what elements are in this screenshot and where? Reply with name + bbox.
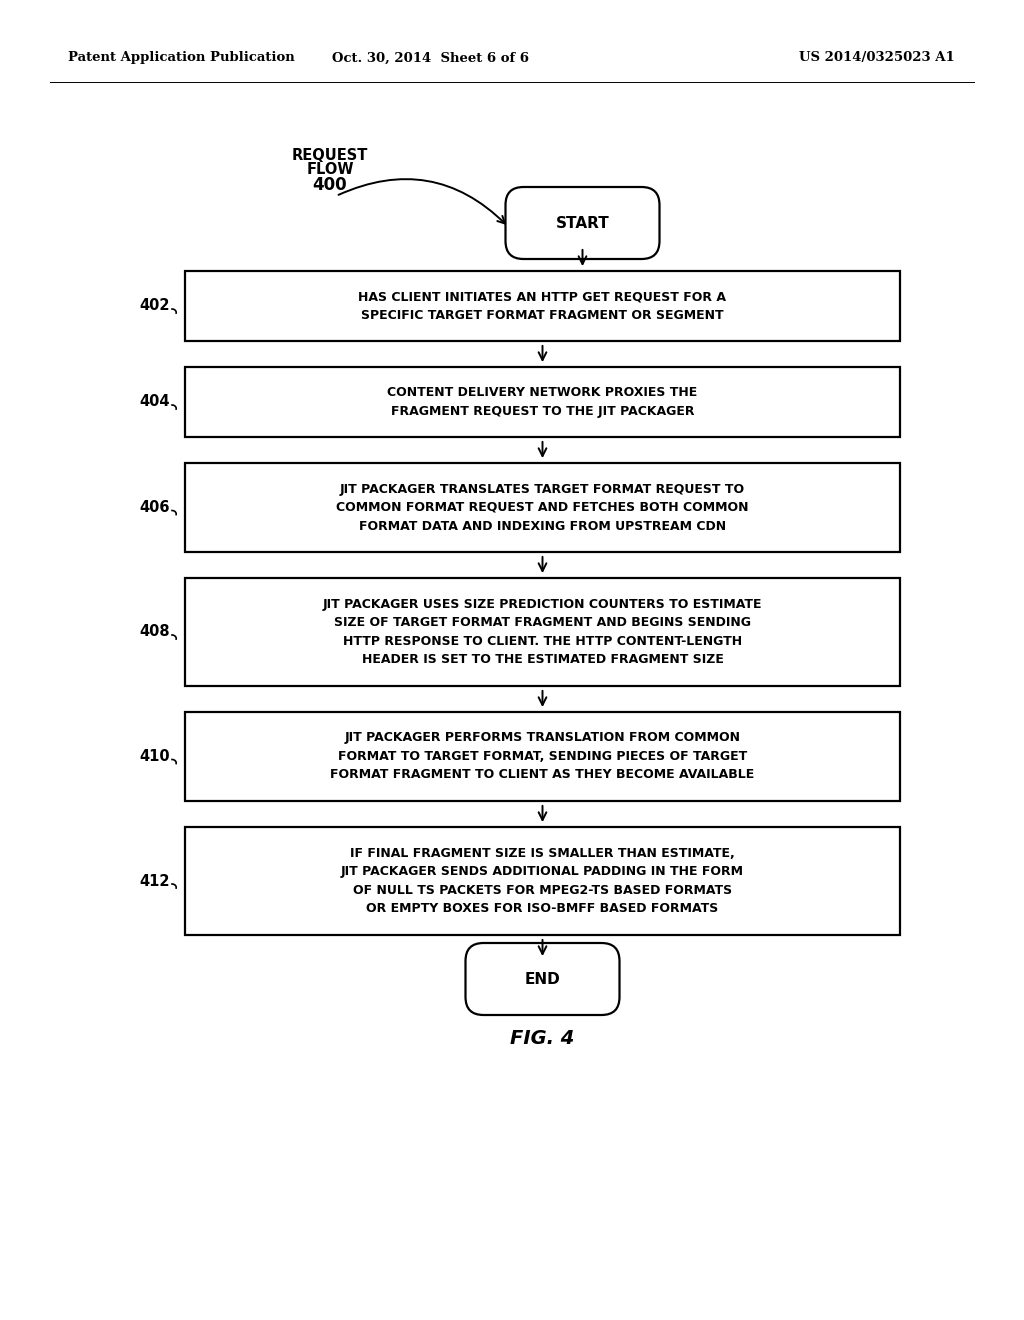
Text: IF FINAL FRAGMENT SIZE IS SMALLER THAN ESTIMATE,
JIT PACKAGER SENDS ADDITIONAL P: IF FINAL FRAGMENT SIZE IS SMALLER THAN E… — [341, 846, 744, 915]
Bar — [185, 828, 900, 935]
Text: 408: 408 — [139, 624, 170, 639]
Text: JIT PACKAGER PERFORMS TRANSLATION FROM COMMON
FORMAT TO TARGET FORMAT, SENDING P: JIT PACKAGER PERFORMS TRANSLATION FROM C… — [331, 731, 755, 781]
Text: FIG. 4: FIG. 4 — [510, 1030, 574, 1048]
Text: Oct. 30, 2014  Sheet 6 of 6: Oct. 30, 2014 Sheet 6 of 6 — [332, 51, 528, 65]
Bar — [185, 271, 900, 341]
FancyBboxPatch shape — [506, 187, 659, 259]
Bar — [185, 711, 900, 801]
Text: 404: 404 — [139, 395, 170, 409]
Text: 410: 410 — [139, 748, 170, 764]
Text: 412: 412 — [139, 874, 170, 888]
Text: FLOW: FLOW — [306, 162, 353, 177]
Bar — [185, 578, 900, 686]
Text: JIT PACKAGER TRANSLATES TARGET FORMAT REQUEST TO
COMMON FORMAT REQUEST AND FETCH: JIT PACKAGER TRANSLATES TARGET FORMAT RE… — [336, 483, 749, 532]
Bar — [185, 367, 900, 437]
Text: US 2014/0325023 A1: US 2014/0325023 A1 — [800, 51, 955, 65]
Text: END: END — [524, 972, 560, 986]
Text: 400: 400 — [312, 176, 347, 194]
Text: 402: 402 — [139, 298, 170, 314]
FancyBboxPatch shape — [466, 942, 620, 1015]
Text: JIT PACKAGER USES SIZE PREDICTION COUNTERS TO ESTIMATE
SIZE OF TARGET FORMAT FRA: JIT PACKAGER USES SIZE PREDICTION COUNTE… — [323, 598, 762, 667]
Bar — [185, 463, 900, 552]
Text: START: START — [556, 215, 609, 231]
Text: REQUEST: REQUEST — [292, 148, 369, 162]
Text: HAS CLIENT INITIATES AN HTTP GET REQUEST FOR A
SPECIFIC TARGET FORMAT FRAGMENT O: HAS CLIENT INITIATES AN HTTP GET REQUEST… — [358, 290, 726, 322]
Text: Patent Application Publication: Patent Application Publication — [68, 51, 295, 65]
Text: 406: 406 — [139, 500, 170, 515]
Text: CONTENT DELIVERY NETWORK PROXIES THE
FRAGMENT REQUEST TO THE JIT PACKAGER: CONTENT DELIVERY NETWORK PROXIES THE FRA… — [387, 387, 697, 417]
